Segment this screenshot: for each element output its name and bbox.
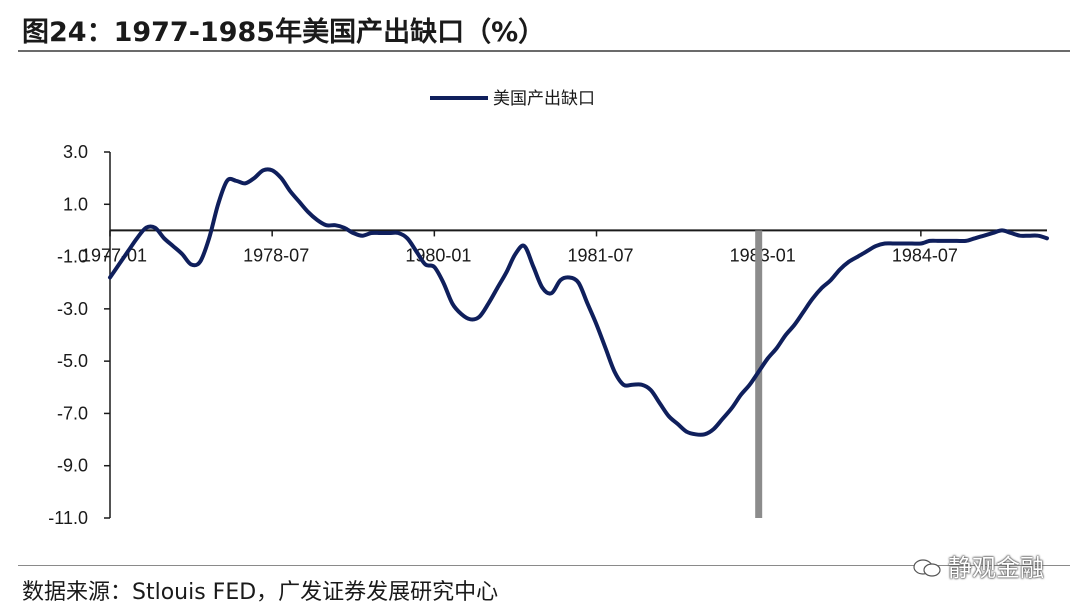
x-tick-label: 1978-07 <box>243 245 309 265</box>
source-note: 数据来源：Stlouis FED，广发证券发展研究中心 <box>22 580 499 605</box>
x-tick-label: 1977-01 <box>81 245 147 265</box>
watermark: 静观金融 <box>912 548 1044 583</box>
y-tick-label: 1.0 <box>63 194 88 214</box>
y-tick-label: -3.0 <box>57 299 88 319</box>
watermark-text: 静观金融 <box>948 554 1044 582</box>
series-line-output-gap <box>108 167 1049 437</box>
x-tick-label: 1984-07 <box>892 245 958 265</box>
y-tick-label: -11.0 <box>48 508 88 528</box>
chat-bubble-icon <box>913 559 941 577</box>
legend-label: 美国产出缺口 <box>493 89 595 109</box>
y-tick-label: -9.0 <box>57 456 88 476</box>
footer-divider <box>18 565 1070 566</box>
title-divider <box>18 50 1070 52</box>
y-axis-ticks: 3.0 1.0 -1.0 -3.0 -5.0 -7.0 -9.0 -11.0 <box>48 142 110 528</box>
page-title: 图24：1977-1985年美国产出缺口（%） <box>22 17 546 48</box>
legend: 美国产出缺口 <box>430 89 595 109</box>
y-tick-label: -7.0 <box>57 403 88 423</box>
x-tick-label: 1981-07 <box>567 245 633 265</box>
x-tick-label: 1983-01 <box>730 245 796 265</box>
y-tick-label: 3.0 <box>63 142 88 162</box>
y-tick-label: -5.0 <box>57 351 88 371</box>
y-tick-label: -1.0 <box>57 247 88 267</box>
